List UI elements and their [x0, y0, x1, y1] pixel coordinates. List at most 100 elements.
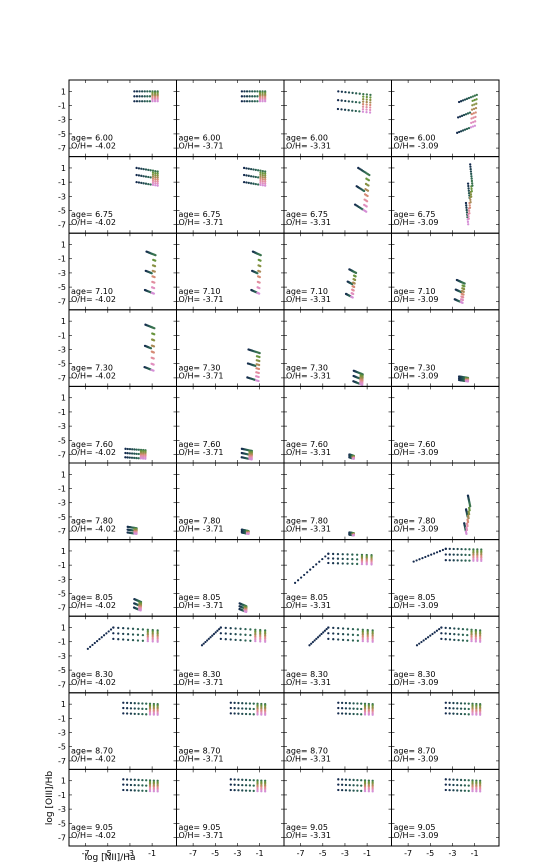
marker-group [463, 494, 472, 536]
marker [152, 345, 156, 348]
marker [229, 706, 232, 710]
marker [250, 458, 253, 461]
age-label: age= 7.10 [71, 287, 113, 296]
marker [248, 707, 252, 710]
y-tick-label: -1 [58, 408, 66, 417]
marker [346, 553, 349, 556]
marker [472, 559, 475, 562]
marker [146, 631, 149, 635]
marker [469, 193, 473, 196]
marker [460, 559, 463, 562]
marker [341, 633, 345, 636]
marker [245, 95, 249, 98]
marker [351, 639, 355, 642]
marker [461, 298, 464, 302]
y-tick-label: -1 [58, 791, 66, 800]
marker [261, 178, 264, 181]
marker [456, 707, 459, 710]
marker [479, 713, 482, 716]
marker [479, 632, 482, 635]
marker [467, 789, 470, 793]
marker [356, 628, 360, 631]
marker [459, 784, 463, 787]
marker [141, 784, 144, 787]
marker [453, 633, 456, 636]
marker [367, 179, 371, 182]
marker [469, 198, 472, 201]
marker [148, 789, 152, 793]
marker [352, 712, 355, 716]
marker [354, 275, 357, 278]
marker [112, 632, 115, 635]
marker [351, 562, 354, 565]
marker [264, 629, 267, 632]
marker [264, 172, 267, 175]
marker [247, 167, 250, 170]
marker [473, 103, 476, 106]
marker-group [352, 369, 364, 386]
marker [242, 173, 246, 177]
y-tick-label: 1 [61, 164, 66, 173]
age-label: age= 8.30 [179, 670, 221, 679]
marker [467, 223, 470, 226]
age-label: age= 8.05 [179, 593, 221, 602]
marker [264, 713, 267, 716]
marker [480, 556, 483, 559]
marker [467, 516, 470, 520]
marker [351, 296, 354, 299]
y-tick-label: -5 [58, 513, 66, 522]
oh-label: O/H= -3.71 [179, 142, 224, 151]
marker [131, 633, 135, 636]
marker [457, 100, 461, 104]
marker [424, 555, 427, 559]
marker [156, 170, 159, 173]
marker [89, 645, 92, 648]
marker [470, 639, 473, 643]
marker [327, 626, 330, 629]
marker [361, 636, 364, 640]
marker [340, 783, 344, 786]
marker [360, 789, 363, 793]
marker [459, 778, 463, 782]
marker [259, 179, 262, 182]
marker [309, 568, 312, 571]
panel: age= 7.80O/H= -3.31 [283, 462, 392, 541]
marker [472, 553, 475, 556]
marker [129, 789, 133, 792]
marker [259, 171, 262, 174]
marker [117, 626, 120, 630]
marker [371, 629, 374, 632]
marker [461, 301, 464, 304]
marker [444, 788, 447, 792]
marker [457, 627, 460, 630]
marker [249, 175, 253, 178]
marker [356, 784, 359, 787]
marker [146, 628, 149, 631]
oh-label: O/H= -3.09 [394, 448, 439, 457]
marker [135, 532, 138, 536]
marker [325, 628, 328, 631]
marker [124, 451, 127, 455]
marker-group [344, 268, 358, 299]
marker [471, 182, 474, 185]
marker [355, 92, 358, 95]
marker [362, 92, 365, 96]
marker [148, 95, 152, 98]
y-tick-label: -1 [58, 331, 66, 340]
marker [366, 632, 369, 635]
marker [237, 707, 240, 710]
marker [259, 181, 262, 185]
y-axis-title: log [OIII]/Hb [45, 771, 55, 825]
marker [343, 108, 347, 111]
marker [424, 637, 427, 640]
marker [464, 113, 468, 116]
marker [96, 639, 99, 643]
panel: age= 6.75O/H= -3.31 [283, 156, 392, 234]
marker [371, 790, 374, 793]
marker [415, 559, 418, 562]
marker [151, 100, 154, 103]
marker [470, 172, 473, 176]
marker [254, 630, 257, 633]
marker [122, 701, 125, 704]
y-tick-label: -5 [58, 207, 66, 216]
